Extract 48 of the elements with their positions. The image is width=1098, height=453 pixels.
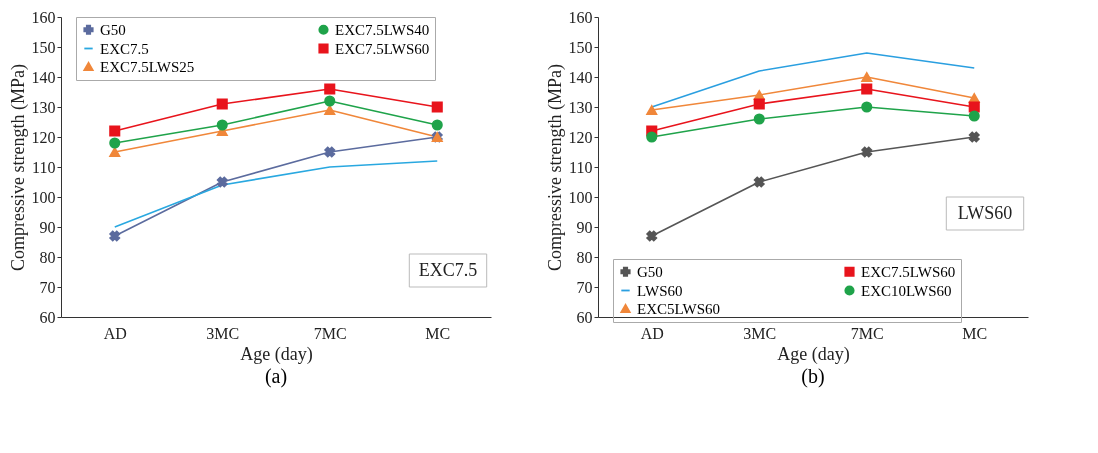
legend-label: LWS60: [637, 282, 683, 299]
y-tick-label: 110: [32, 158, 56, 176]
legend-label: EXC5LWS60: [637, 300, 721, 317]
y-tick-label: 150: [568, 38, 593, 56]
x-tick-label: AD: [640, 324, 664, 342]
x-tick-label: AD: [103, 324, 127, 342]
y-tick-label: 110: [569, 158, 593, 176]
legend-label: G50: [637, 263, 663, 280]
legend-label: EXC7.5LWS60: [335, 40, 430, 57]
legend-label: EXC7.5LWS60: [861, 263, 956, 280]
text: (b): [801, 365, 825, 388]
y-tick-label: 120: [568, 128, 593, 146]
y-tick-label: 120: [31, 128, 56, 146]
y-axis-title: Compressive strength (MPa): [7, 64, 29, 271]
y-tick-label: 60: [39, 308, 56, 326]
x-axis-title: Age (day): [777, 343, 850, 365]
annotation: EXC7.5: [418, 259, 478, 280]
x-tick-label: 7MC: [313, 324, 347, 342]
y-tick-label: 100: [568, 188, 593, 206]
legend-label: EXC7.5: [100, 40, 149, 57]
y-tick-label: 70: [576, 278, 593, 296]
x-tick-label: MC: [962, 324, 988, 342]
y-tick-label: 130: [568, 98, 593, 116]
y-tick-label: 150: [31, 38, 56, 56]
x-tick-label: 3MC: [743, 324, 777, 342]
x-tick-label: 3MC: [206, 324, 240, 342]
legend-label: EXC7.5LWS25: [100, 58, 195, 75]
y-tick-label: 160: [31, 8, 56, 26]
y-tick-label: 140: [568, 68, 593, 86]
y-tick-label: 160: [568, 8, 593, 26]
x-axis-title: Age (day): [240, 343, 313, 365]
y-tick-label: 100: [31, 188, 56, 206]
y-tick-label: 60: [576, 308, 593, 326]
x-tick-label: 7MC: [850, 324, 884, 342]
y-tick-label: 140: [31, 68, 56, 86]
legend-label: EXC10LWS60: [861, 282, 952, 299]
y-tick-label: 70: [39, 278, 56, 296]
y-tick-label: 80: [39, 248, 56, 266]
y-tick-label: 90: [576, 218, 593, 236]
y-tick-label: 90: [39, 218, 56, 236]
x-tick-label: MC: [425, 324, 451, 342]
y-axis-title: Compressive strength (MPa): [544, 64, 566, 271]
y-tick-label: 80: [576, 248, 593, 266]
legend-label: EXC7.5LWS40: [335, 21, 430, 38]
legend-label: G50: [100, 21, 126, 38]
text: (a): [264, 365, 288, 388]
y-tick-label: 130: [31, 98, 56, 116]
annotation: LWS60: [957, 202, 1013, 223]
